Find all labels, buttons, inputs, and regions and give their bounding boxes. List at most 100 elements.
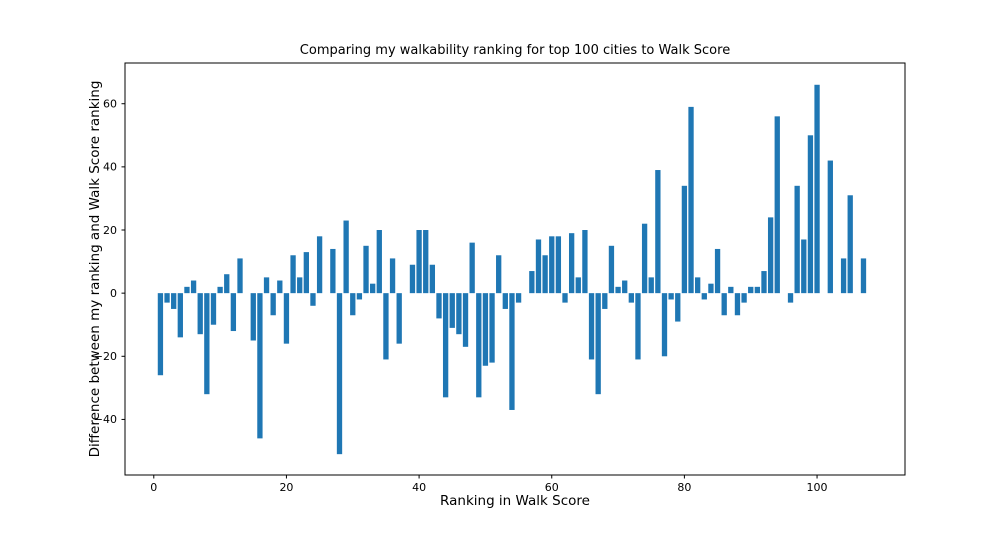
bar-rank-77 (661, 293, 668, 357)
bar-rank-46 (456, 293, 462, 335)
bar-rank-93 (767, 217, 774, 294)
bar-rank-82 (695, 277, 701, 294)
bar-rank-99 (807, 135, 814, 294)
bar-rank-49 (476, 293, 482, 398)
bar-rank-17 (263, 277, 270, 294)
bar-rank-30 (350, 293, 356, 316)
bar-rank-23 (303, 252, 309, 294)
bar-rank-85 (714, 248, 721, 294)
bar-rank-53 (502, 293, 508, 309)
bar-rank-33 (370, 283, 376, 294)
bar-rank-37 (396, 293, 402, 344)
bar-rank-50 (482, 293, 489, 366)
bar-rank-102 (827, 160, 833, 294)
x-axis-label: Ranking in Walk Score (440, 493, 590, 509)
bar-rank-52 (496, 255, 502, 294)
bar-rank-2 (164, 293, 170, 303)
x-tick-label: 0 (150, 481, 157, 494)
bars-group (157, 84, 867, 455)
bar-rank-96 (787, 293, 794, 303)
bar-rank-41 (423, 230, 429, 294)
bar-rank-92 (761, 271, 767, 294)
bar-rank-35 (383, 293, 389, 360)
bar-rank-21 (290, 255, 296, 294)
bar-rank-76 (655, 170, 661, 294)
bar-rank-57 (529, 271, 535, 294)
chart-title: Comparing my walkability ranking for top… (300, 43, 730, 58)
bar-rank-3 (171, 293, 177, 309)
y-tick-label: 0 (110, 287, 117, 300)
bar-rank-31 (356, 293, 363, 300)
bar-rank-61 (555, 236, 562, 294)
bar-rank-44 (442, 293, 449, 398)
bar-rank-6 (190, 280, 197, 294)
x-tick-label: 20 (279, 481, 293, 494)
bar-rank-16 (257, 293, 263, 439)
bar-rank-60 (549, 236, 555, 294)
bar-rank-43 (436, 293, 442, 319)
x-tick-label: 80 (677, 481, 691, 494)
bar-rank-69 (608, 245, 615, 294)
bar-rank-4 (177, 293, 183, 338)
bar-rank-66 (588, 293, 595, 360)
bar-rank-19 (277, 280, 283, 294)
y-axis-label: Difference between my ranking and Walk S… (87, 81, 103, 458)
bar-rank-107 (860, 258, 867, 294)
y-tick-label: 60 (103, 98, 117, 111)
bar-rank-63 (568, 233, 575, 294)
bar-rank-55 (515, 293, 522, 303)
bar-rank-45 (449, 293, 455, 328)
y-tick-label: 20 (103, 224, 117, 237)
bar-rank-73 (635, 293, 641, 360)
bar-rank-79 (675, 293, 681, 322)
bar-rank-94 (774, 116, 780, 294)
axes-spines (124, 62, 906, 476)
bar-rank-40 (416, 230, 422, 294)
bar-rank-91 (754, 286, 761, 294)
bar-rank-42 (429, 264, 436, 294)
bar-rank-80 (681, 185, 688, 294)
bar-rank-75 (648, 277, 654, 294)
bar-rank-36 (389, 258, 396, 294)
bar-rank-87 (728, 286, 734, 294)
bar-rank-88 (734, 293, 741, 316)
bar-rank-39 (409, 264, 416, 294)
bar-rank-47 (462, 293, 469, 347)
bar-rank-54 (509, 293, 515, 410)
bar-rank-15 (250, 293, 256, 341)
bar-rank-51 (489, 293, 495, 363)
bar-rank-89 (741, 293, 747, 303)
bar-rank-13 (237, 258, 243, 294)
bar-rank-78 (668, 293, 674, 300)
x-tick-label: 40 (412, 481, 426, 494)
bar-rank-97 (794, 185, 800, 294)
bar-rank-59 (542, 255, 548, 294)
bar-rank-100 (814, 84, 820, 294)
bar-rank-9 (210, 293, 217, 325)
bar-rank-84 (708, 283, 714, 294)
bar-rank-105 (847, 195, 853, 294)
bar-rank-18 (270, 293, 276, 316)
bar-rank-48 (469, 242, 475, 294)
bar-rank-72 (628, 293, 634, 303)
bar-rank-5 (184, 286, 190, 294)
y-tick-label: 40 (103, 161, 117, 174)
bar-rank-62 (562, 293, 568, 303)
bar-rank-29 (343, 220, 349, 294)
bar-rank-1 (157, 293, 164, 376)
bar-rank-12 (230, 293, 237, 332)
bar-rank-24 (310, 293, 316, 306)
bar-rank-32 (363, 245, 369, 294)
bar-rank-20 (283, 293, 290, 344)
y-tick-label: −40 (94, 413, 117, 426)
bar-rank-81 (688, 106, 694, 294)
bar-rank-83 (701, 293, 707, 300)
x-tick-label: 100 (807, 481, 828, 494)
bar-rank-71 (622, 280, 628, 294)
bar-rank-74 (641, 223, 648, 294)
bar-rank-11 (224, 274, 230, 294)
bar-rank-22 (297, 277, 303, 294)
bar-rank-10 (217, 286, 223, 294)
